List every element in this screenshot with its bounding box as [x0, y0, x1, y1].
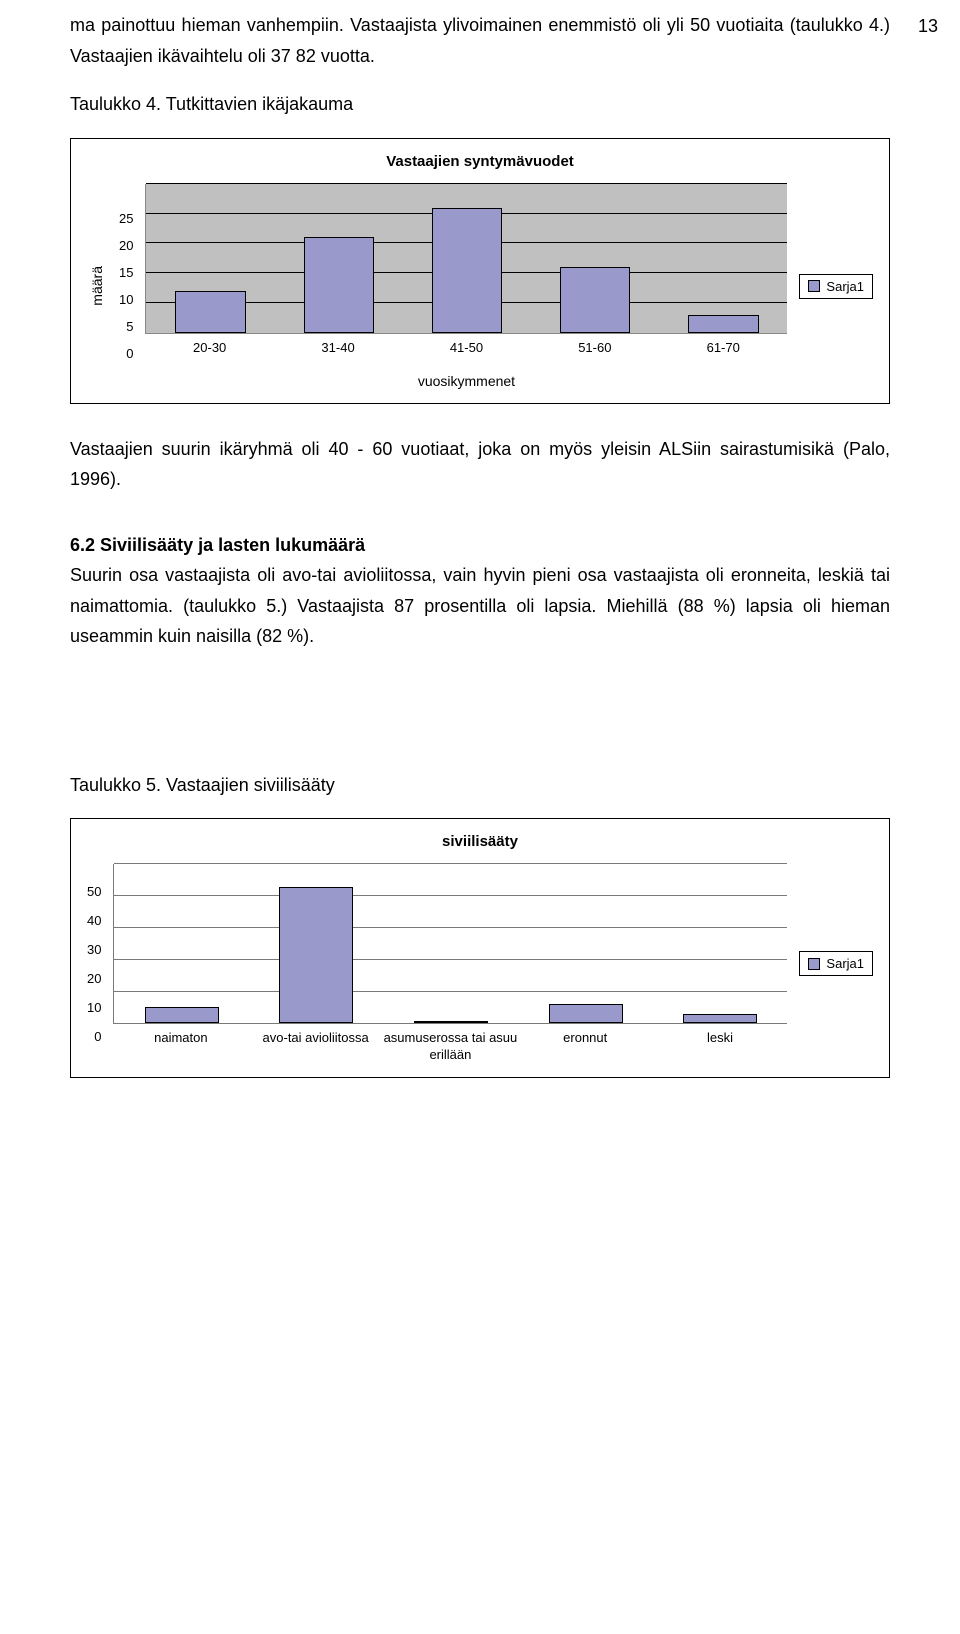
- chart2-legend-label: Sarja1: [826, 956, 864, 971]
- chart1-bar: [175, 291, 246, 333]
- chart2-bar: [145, 1007, 219, 1023]
- chart1-bar: [688, 315, 759, 333]
- chart1-plot: [145, 184, 787, 334]
- chart2-bar: [549, 1004, 623, 1023]
- chart2-plot: [113, 864, 787, 1024]
- table5-caption: Taulukko 5. Vastaajien siviilisääty: [70, 770, 890, 801]
- legend-swatch-icon: [808, 958, 820, 970]
- chart1-bar: [560, 267, 631, 333]
- chart1-legend-label: Sarja1: [826, 279, 864, 294]
- chart2-bar: [279, 887, 353, 1024]
- chart2-bar: [683, 1014, 757, 1024]
- chart2-bar: [414, 1021, 488, 1023]
- chart2-x-ticks: naimatonavo-tai avioliitossaasumuserossa…: [113, 1030, 787, 1063]
- chart1-legend: Sarja1: [799, 274, 873, 299]
- chart-1-container: Vastaajien syntymävuodet määrä 252015105…: [70, 138, 890, 404]
- chart-2-container: siviilisääty 50403020100 naimatonavo-tai…: [70, 818, 890, 1078]
- chart2-title: siviilisääty: [87, 833, 873, 850]
- legend-swatch-icon: [808, 280, 820, 292]
- paragraph-3: Suurin osa vastaajista oli avo-tai aviol…: [70, 560, 890, 652]
- chart1-x-label: vuosikymmenet: [145, 373, 787, 389]
- paragraph-2: Vastaajien suurin ikäryhmä oli 40 - 60 v…: [70, 434, 890, 495]
- page-number: 13: [918, 16, 938, 37]
- chart1-y-label: määrä: [87, 266, 107, 306]
- chart1-bar: [432, 208, 503, 333]
- chart2-legend: Sarja1: [799, 951, 873, 976]
- chart1-bar: [304, 237, 375, 332]
- chart2-y-ticks: 50403020100: [87, 884, 101, 1044]
- chart1-x-ticks: 20-3031-4041-5051-6061-70: [145, 340, 787, 355]
- section-6-2-heading: 6.2 Siviilisääty ja lasten lukumäärä: [70, 535, 890, 556]
- paragraph-1: ma painottuu hieman vanhempiin. Vastaaji…: [70, 10, 890, 71]
- chart1-title: Vastaajien syntymävuodet: [87, 153, 873, 170]
- chart1-y-ticks: 2520151050: [119, 211, 133, 361]
- table4-caption: Taulukko 4. Tutkittavien ikäjakauma: [70, 89, 890, 120]
